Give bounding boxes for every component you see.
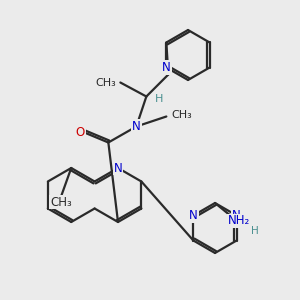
- Text: N: N: [114, 161, 122, 175]
- Text: H: H: [251, 226, 259, 236]
- Text: CH₃: CH₃: [50, 196, 72, 208]
- Text: H: H: [155, 94, 164, 103]
- Text: N: N: [162, 61, 171, 74]
- Text: NH₂: NH₂: [228, 214, 250, 227]
- Text: O: O: [76, 126, 85, 139]
- Text: N: N: [232, 209, 241, 222]
- Text: N: N: [132, 120, 141, 133]
- Text: N: N: [189, 209, 198, 222]
- Text: CH₃: CH₃: [171, 110, 192, 119]
- Text: CH₃: CH₃: [96, 77, 116, 88]
